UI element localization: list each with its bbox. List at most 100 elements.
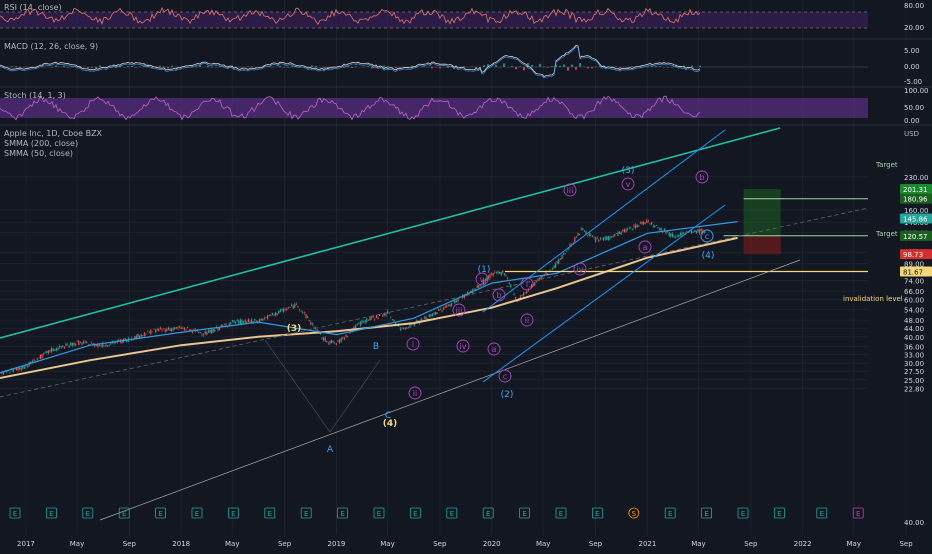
wave-label: i: [526, 280, 528, 289]
candle-body: [569, 244, 571, 247]
candle-body: [115, 342, 117, 343]
candle-body: [60, 346, 62, 348]
candle-body: [697, 229, 699, 232]
candle-body: [81, 342, 83, 345]
candle-body: [63, 347, 65, 349]
candle-body: [572, 242, 574, 244]
candle-body: [547, 273, 549, 275]
candle-body: [614, 233, 616, 236]
wave-label: c: [705, 232, 709, 241]
candle-body: [220, 324, 222, 327]
candle-body: [657, 227, 659, 228]
candle-body: [508, 283, 510, 285]
price-badge-label: 201.31: [903, 186, 928, 194]
candle-body: [639, 222, 641, 224]
candle-body: [78, 340, 80, 346]
candle-body: [649, 223, 651, 225]
candle-body: [39, 354, 41, 359]
candle-body: [174, 327, 176, 330]
candle-body: [276, 313, 278, 315]
candle-body: [57, 348, 59, 351]
candle-body: [342, 337, 344, 339]
candle-body: [347, 336, 349, 337]
candle-body: [593, 237, 595, 239]
candle-body: [150, 329, 152, 335]
candle-body: [555, 263, 557, 268]
candle-body: [183, 327, 185, 330]
candle-body: [294, 303, 296, 308]
wave-a-line: [264, 339, 331, 433]
candle-body: [612, 235, 614, 237]
candle-body: [516, 300, 518, 302]
candle-body: [625, 229, 627, 232]
candle-body: [583, 231, 585, 232]
event-marker: [227, 507, 239, 519]
time-tick-label: Sep: [899, 540, 913, 548]
wave-label-circle: [475, 272, 489, 286]
candle-body: [126, 339, 128, 343]
candle-body: [694, 229, 696, 232]
candle-body: [507, 278, 509, 280]
wave-label-circle: [638, 240, 652, 254]
candle-body: [321, 338, 323, 340]
stoch-label: Stoch (14, 1, 3): [4, 91, 66, 100]
candle-body: [71, 342, 73, 346]
candle-body: [268, 314, 270, 316]
candle-body: [271, 312, 273, 315]
candle-body: [193, 328, 195, 330]
candle-body: [382, 314, 384, 317]
price-tick-label: 74.00: [904, 278, 924, 286]
time-tick-label: Sep: [433, 540, 447, 548]
candle-body: [273, 314, 275, 316]
candle-body: [68, 345, 70, 348]
candle-body: [452, 300, 454, 302]
candle-body: [604, 237, 606, 240]
position-profit-zone: [743, 188, 781, 236]
candle-body: [295, 303, 297, 305]
candle-body: [188, 329, 190, 331]
candle-body: [55, 348, 57, 350]
candle-body: [641, 221, 643, 225]
price-tick-label: 66.00: [904, 288, 924, 296]
candle-body: [139, 335, 141, 338]
time-axis[interactable]: 2017 May Sep 2018 May Sep 2019 May Sep 2020 May Sep…: [17, 540, 913, 548]
candle-body: [513, 293, 515, 295]
candle-body: [143, 333, 145, 337]
candle-body: [151, 331, 153, 333]
candle-body: [599, 238, 601, 240]
wave-label-circle: [456, 339, 470, 353]
candle-body: [591, 236, 593, 237]
candle-body: [635, 224, 637, 229]
candle-body: [361, 320, 363, 324]
candle-body: [134, 336, 136, 339]
time-tick-label: Sep: [123, 540, 137, 548]
candle-body: [438, 309, 440, 311]
candle-body: [399, 328, 401, 331]
wave-label: b: [496, 291, 501, 300]
main-pane[interactable]: [0, 218, 738, 379]
price-axis[interactable]: 230.00160.00140.00125.00101.0089.0074.00…: [900, 2, 932, 527]
candle-body: [492, 273, 494, 277]
candle-body: [79, 341, 81, 343]
rsi-tick-label: 20.00: [904, 24, 924, 32]
price-badge-label: 98.73: [903, 251, 923, 259]
candle-body: [9, 372, 11, 374]
event-marker-label: E: [231, 510, 235, 518]
event-marker-label: E: [49, 510, 53, 518]
stoch-k-line: [0, 95, 701, 121]
candle-body: [331, 340, 333, 344]
candle-body: [375, 315, 377, 318]
candle-body: [300, 310, 302, 312]
candle-body: [671, 233, 673, 237]
candle-body: [663, 228, 665, 232]
candle-body: [52, 348, 54, 351]
candle-body: [289, 306, 291, 308]
candle-body: [655, 225, 657, 226]
event-marker: [737, 507, 749, 519]
candle-body: [75, 344, 77, 346]
candle-body: [283, 309, 285, 313]
candle-body: [638, 225, 640, 227]
